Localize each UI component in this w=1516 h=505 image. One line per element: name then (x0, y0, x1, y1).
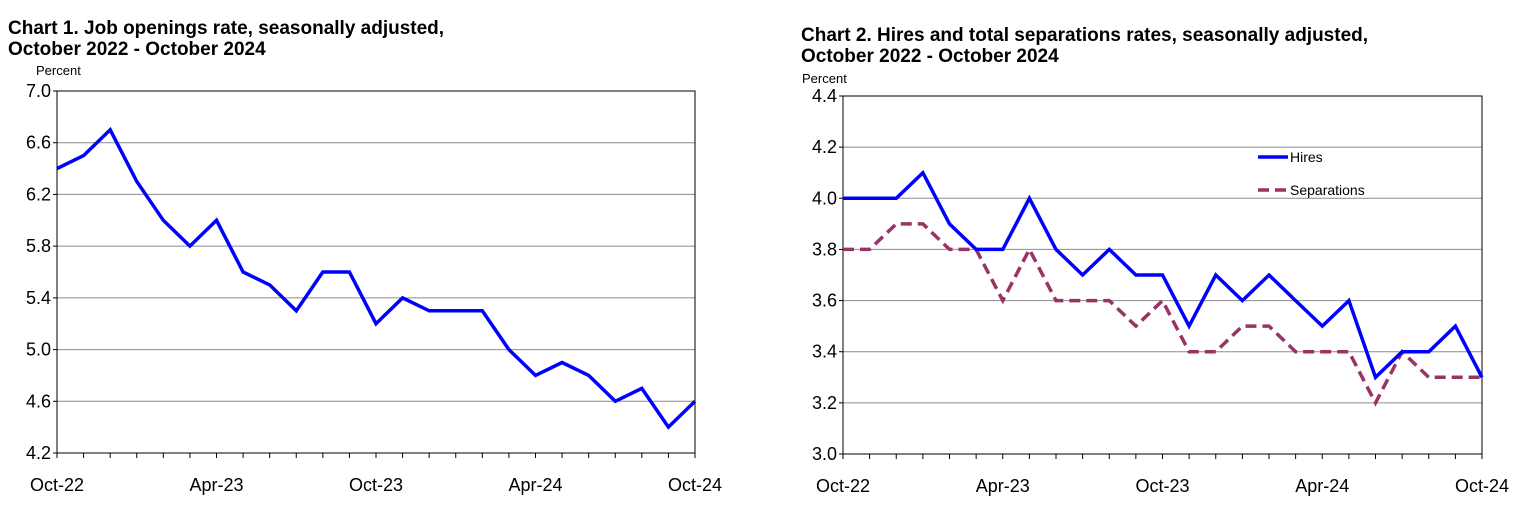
chart-2-xtick-label: Oct-24 (1455, 476, 1509, 496)
chart-2-legend-label-separations: Separations (1290, 182, 1365, 198)
chart-1-ytick-label: 6.6 (26, 133, 51, 153)
chart-2-xtick-label: Oct-23 (1135, 476, 1189, 496)
chart-2-title: Chart 2. Hires and total separations rat… (801, 25, 1369, 46)
chart-1-ytick-label: 4.2 (26, 443, 51, 463)
chart-2-ytick-label: 3.4 (812, 342, 837, 362)
chart-1-xtick-label: Apr-23 (189, 475, 243, 495)
chart-2-ytick-label: 4.2 (812, 137, 837, 157)
chart-1-subtitle: October 2022 - October 2024 (8, 39, 266, 60)
chart-2-xtick-label: Oct-22 (816, 476, 870, 496)
chart-2-ytick-label: 4.0 (812, 188, 837, 208)
chart-2-subtitle: October 2022 - October 2024 (801, 46, 1059, 67)
chart-1-ytick-label: 5.4 (26, 288, 51, 308)
chart-1-xtick-label: Oct-24 (668, 475, 722, 495)
chart-1-xtick-label: Oct-22 (30, 475, 84, 495)
chart-2-xtick-label: Apr-23 (976, 476, 1030, 496)
chart-1-plot-frame (56, 90, 696, 454)
chart-1-xtick-label: Oct-23 (349, 475, 403, 495)
chart-1-title: Chart 1. Job openings rate, seasonally a… (8, 18, 445, 39)
chart-1-ytick-label: 7.0 (26, 81, 51, 101)
chart-1-ytick-label: 4.6 (26, 391, 51, 411)
chart-2-xtick-label: Apr-24 (1295, 476, 1349, 496)
chart-2-ytick-label: 4.4 (812, 86, 837, 106)
chart-2-ytick-label: 3.6 (812, 291, 837, 311)
chart-1-ytick-label: 5.8 (26, 236, 51, 256)
chart-2-legend-label-hires: Hires (1290, 149, 1323, 165)
chart-1-plot: 7.0 6.6 6.2 5.8 5.4 5.0 4.6 4.2 Oct-22 Apr-23 Oct-… (26, 81, 722, 495)
chart-1-ytick-label: 5.0 (26, 340, 51, 360)
chart-2: Chart 2. Hires and total separations rat… (758, 0, 1516, 505)
chart-2-ytick-label: 3.8 (812, 239, 837, 259)
chart-2-plot: 4.4 4.2 4.0 3.8 3.6 3.4 3.2 3.0 Oct-22 Apr-23 Oct-… (812, 86, 1509, 496)
chart-2-ylabel: Percent (802, 71, 847, 86)
chart-1-ylabel: Percent (36, 63, 81, 78)
chart-1-ytick-label: 6.2 (26, 184, 51, 204)
chart-2-ytick-label: 3.0 (812, 444, 837, 464)
chart-2-series-separations-line (843, 222, 1482, 407)
chart-1-series-job-openings-line (56, 126, 697, 430)
chart-1: Chart 1. Job openings rate, seasonally a… (8, 18, 722, 495)
chart-1-xtick-label: Apr-24 (508, 475, 562, 495)
chart-2-ytick-label: 3.2 (812, 393, 837, 413)
